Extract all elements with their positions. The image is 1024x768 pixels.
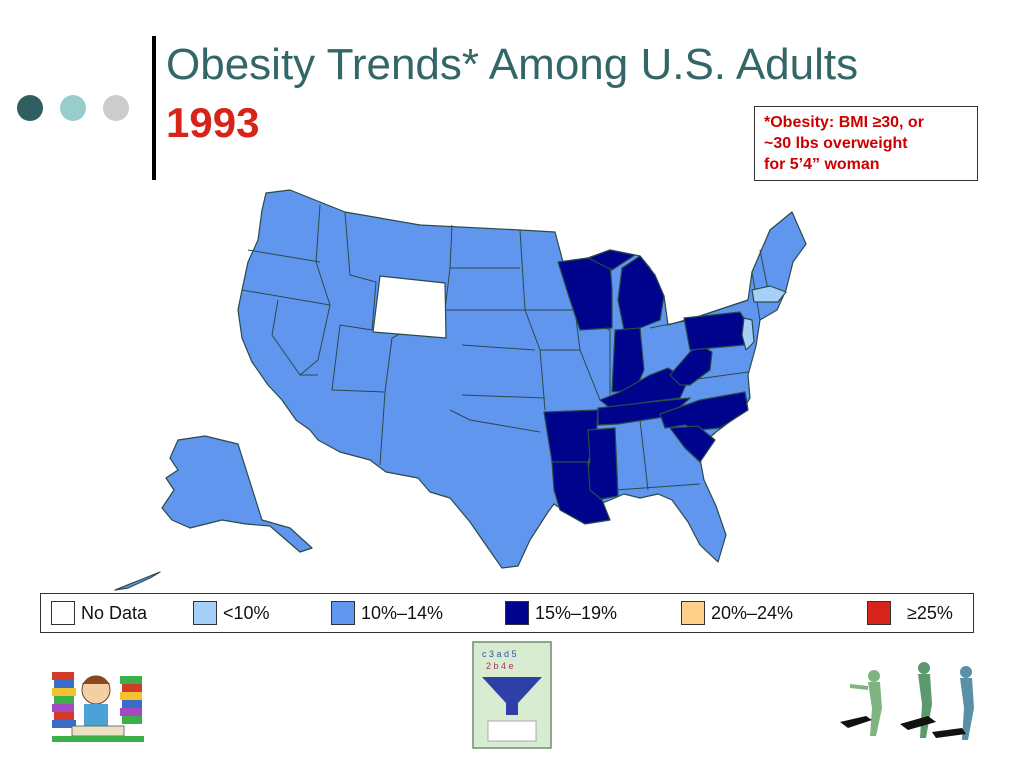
state-indiana [611,327,645,393]
legend-item-no-data: No Data [51,601,147,625]
dancers-icon [840,662,974,740]
state-pennsylvania [683,311,749,351]
state-new-jersey [741,317,755,351]
title-divider [152,36,156,180]
slide-year: 1993 [166,99,260,146]
ne-ks [461,344,536,351]
legend-swatch [193,601,217,625]
ok-tx [449,409,541,433]
state-michigan [587,249,665,331]
legend-swatch [681,601,705,625]
ga-fl [614,483,701,491]
state-louisiana [551,461,611,525]
legend-swatch [867,601,891,625]
va-border [689,371,749,381]
decorative-dot-3 [103,95,129,121]
state-wyoming [372,275,447,339]
decorative-dot-2 [60,95,86,121]
state-massachusetts [751,285,787,303]
or-ca-border [241,289,331,306]
legend-label: ≥25% [907,602,953,623]
us-mainland-base [237,189,807,569]
legend-label: 10%–14% [361,602,444,623]
map-legend: No Data <10% 10%–14% 15%–19% 20%–24% ≥25… [40,593,974,633]
state-south-carolina [669,425,716,463]
legend-label: No Data [81,602,148,623]
ks-ok [461,394,546,399]
legend-swatch [331,601,355,625]
legend-swatch [51,601,75,625]
legend-item-15-19: 15%–19% [505,601,617,625]
legend-swatch [505,601,529,625]
funnel-icon: c 3 a d 5 2 b 4 e [472,641,552,749]
legend-item-ge25: ≥25% [867,601,953,625]
svg-text:2 b 4 e: 2 b 4 e [486,661,514,671]
west-column [331,211,385,393]
wa-or-border [247,249,321,263]
legend-label: 15%–19% [535,602,618,623]
idaho-west [299,204,331,376]
legend-item-10-14: 10%–14% [331,601,443,625]
footnote-line-2: ~30 lbs overweight [764,135,908,152]
slide-title: Obesity Trends* Among U.S. Adults [166,40,859,89]
footnote-line-3: for 5’4” woman [764,156,880,173]
svg-text:c 3 a d 5: c 3 a d 5 [482,649,517,659]
state-north-carolina [659,391,749,431]
legend-item-20-24: 20%–24% [681,601,793,625]
mn-east [519,229,546,411]
state-west-virginia [669,344,713,386]
ny-border [699,299,749,317]
nevada [271,299,318,376]
student-with-books-icon [52,672,144,742]
aleutian-islands [114,571,161,591]
obesity-footnote: *Obesity: BMI ≥30, or ~30 lbs overweight… [754,106,978,181]
legend-item-lt10: <10% [193,601,270,625]
co-nm [379,337,393,466]
state-alaska [161,435,313,553]
legend-label: <10% [223,602,270,623]
al-ga [639,419,649,491]
ia-mo [525,309,581,351]
footnote-line-1: *Obesity: BMI ≥30, or [764,114,924,131]
legend-label: 20%–24% [711,602,794,623]
decorative-dot-1 [17,95,43,121]
mo-east [579,349,601,401]
